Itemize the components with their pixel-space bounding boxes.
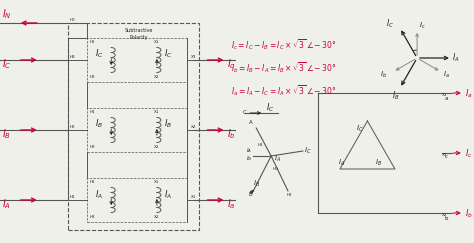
Text: H2: H2 bbox=[90, 215, 95, 219]
Text: b: b bbox=[445, 216, 448, 221]
Text: X1: X1 bbox=[154, 40, 159, 44]
Text: H1: H1 bbox=[70, 195, 75, 199]
Text: $I_a$: $I_a$ bbox=[443, 70, 449, 80]
Text: H1: H1 bbox=[257, 143, 263, 147]
Text: H2: H2 bbox=[287, 193, 292, 197]
Text: X2: X2 bbox=[154, 75, 159, 79]
Text: c: c bbox=[445, 154, 448, 159]
Text: X1: X1 bbox=[154, 180, 159, 184]
Text: X1: X1 bbox=[191, 195, 196, 199]
Text: $I_C$: $I_C$ bbox=[266, 101, 275, 113]
Bar bbox=[87, 178, 187, 222]
Text: $I_b = I_B - I_A = I_B \times \sqrt{3}\ \angle\!-30°$: $I_b = I_B - I_A = I_B \times \sqrt{3}\ … bbox=[231, 61, 337, 76]
Text: $I_b$: $I_b$ bbox=[465, 207, 473, 219]
Text: H0: H0 bbox=[70, 18, 75, 22]
Text: X3: X3 bbox=[191, 55, 196, 59]
Text: $I_C$: $I_C$ bbox=[164, 48, 173, 61]
Text: H2: H2 bbox=[70, 125, 75, 129]
Text: $I_A$: $I_A$ bbox=[164, 188, 172, 200]
Text: X1: X1 bbox=[154, 110, 159, 114]
Text: Subtractive
Polarity: Subtractive Polarity bbox=[125, 28, 153, 40]
Text: $I_A$: $I_A$ bbox=[337, 158, 345, 168]
Text: $I_C$: $I_C$ bbox=[304, 146, 311, 156]
Text: X1: X1 bbox=[442, 93, 447, 97]
Text: H2: H2 bbox=[90, 145, 95, 149]
Text: X3: X3 bbox=[442, 153, 447, 157]
Text: $I_B$: $I_B$ bbox=[375, 158, 383, 168]
Text: H1: H1 bbox=[90, 180, 95, 184]
Text: X2: X2 bbox=[154, 145, 159, 149]
Text: $I_B$: $I_B$ bbox=[164, 118, 172, 130]
Text: $I_A$: $I_A$ bbox=[2, 197, 11, 211]
Text: $I_C$: $I_C$ bbox=[386, 17, 394, 30]
Text: $I_c$: $I_c$ bbox=[228, 57, 236, 71]
Text: $I_c$: $I_c$ bbox=[465, 147, 473, 159]
Text: H0: H0 bbox=[273, 167, 279, 171]
Text: X2: X2 bbox=[154, 215, 159, 219]
Text: H1: H1 bbox=[90, 110, 95, 114]
Text: $I_b$: $I_b$ bbox=[228, 127, 236, 141]
Text: $I_B$: $I_B$ bbox=[253, 179, 260, 189]
Bar bbox=[67, 23, 199, 230]
Text: $I_B$: $I_B$ bbox=[95, 118, 103, 130]
Text: $I_C$: $I_C$ bbox=[356, 124, 363, 134]
Text: $I_b$: $I_b$ bbox=[380, 70, 387, 80]
Text: $I_B$: $I_B$ bbox=[392, 89, 400, 102]
Text: $I_C$: $I_C$ bbox=[2, 57, 11, 71]
Text: H1: H1 bbox=[90, 40, 95, 44]
Text: $I_c$: $I_c$ bbox=[419, 21, 425, 31]
Text: $I_B$: $I_B$ bbox=[2, 127, 11, 141]
Text: $I_A$: $I_A$ bbox=[246, 146, 252, 155]
Bar bbox=[87, 108, 187, 152]
Text: $I_c = I_C - I_B = I_C \times \sqrt{3}\ \angle\!-30°$: $I_c = I_C - I_B = I_C \times \sqrt{3}\ … bbox=[231, 37, 337, 52]
Text: a: a bbox=[445, 96, 448, 101]
Text: H2: H2 bbox=[90, 75, 95, 79]
Text: $I_a$: $I_a$ bbox=[228, 197, 236, 211]
Text: A: A bbox=[249, 120, 253, 125]
Text: $I_C$: $I_C$ bbox=[95, 48, 104, 61]
Bar bbox=[87, 38, 187, 82]
Text: X2: X2 bbox=[442, 213, 447, 217]
Text: $I_a$: $I_a$ bbox=[465, 87, 473, 99]
Text: H3: H3 bbox=[70, 55, 75, 59]
Text: $I_A$: $I_A$ bbox=[452, 52, 460, 64]
Text: $I_N$: $I_N$ bbox=[246, 154, 253, 163]
Text: C: C bbox=[242, 111, 246, 115]
Text: $I_A$: $I_A$ bbox=[274, 154, 281, 164]
Text: $I_N$: $I_N$ bbox=[2, 7, 12, 21]
Text: B: B bbox=[248, 192, 252, 197]
Text: $I_A$: $I_A$ bbox=[95, 188, 103, 200]
Text: X2: X2 bbox=[191, 125, 196, 129]
Text: $I_a = I_A - I_C = I_A \times \sqrt{3}\ \angle\!-30°$: $I_a = I_A - I_C = I_A \times \sqrt{3}\ … bbox=[231, 84, 337, 98]
